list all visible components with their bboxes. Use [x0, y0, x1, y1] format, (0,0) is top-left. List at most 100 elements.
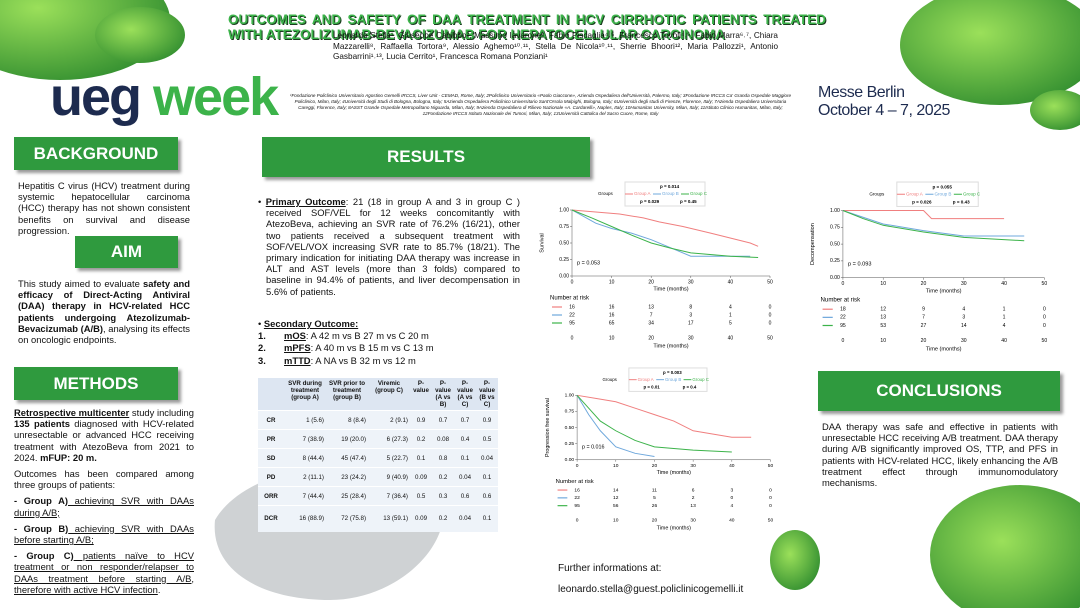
- axis-title: Progression free survival: [545, 398, 551, 457]
- p-value: p = 0.4: [683, 385, 697, 390]
- logo-part: week: [153, 67, 279, 127]
- column-header: SVR during treatment (group A): [284, 378, 326, 411]
- list-text: mOS: A 42 m vs B 27 m vs C 20 m: [284, 330, 429, 341]
- x-tick-label: 20: [648, 279, 654, 285]
- legend-label: Group C: [692, 377, 709, 382]
- x-tick-label: 20: [921, 338, 927, 344]
- table-cell: 0.5: [476, 429, 498, 449]
- p-value: p = 0.055: [932, 184, 952, 189]
- p-value: p = 0.026: [912, 200, 932, 205]
- risk-count: 4: [962, 307, 965, 313]
- survival-curve: [571, 209, 759, 247]
- list-text: mPFS: A 40 m vs B 15 m vs C 13 m: [284, 342, 434, 353]
- section-heading: RESULTS: [262, 137, 590, 177]
- text: 135 patients: [14, 418, 70, 430]
- risk-title: Number at risk: [821, 297, 862, 304]
- paragraph: Outcomes has been compared among three g…: [14, 468, 194, 491]
- risk-title: Number at risk: [550, 296, 590, 302]
- p-value: p = 0.45: [680, 199, 697, 204]
- x-tick-label: 30: [961, 281, 967, 287]
- table-cell: 5 (22.7): [368, 448, 410, 468]
- table-cell: 19 (20.0): [326, 429, 368, 449]
- contact-email: leonardo.stella@guest.policlinicogemelli…: [558, 584, 744, 595]
- legend-title: Groups: [603, 377, 618, 382]
- text: - Group C): [14, 550, 74, 562]
- table-cell: 0.1: [476, 467, 498, 487]
- survival-curve: [571, 209, 759, 259]
- axis-title: Time (months): [657, 526, 692, 532]
- leaf: [95, 7, 185, 63]
- risk-count: 0: [1043, 307, 1046, 313]
- risk-title: Number at risk: [556, 479, 594, 485]
- legend-label: Group B: [934, 191, 951, 196]
- risk-count: 17: [688, 320, 694, 326]
- x-tick-label: 40: [729, 463, 735, 469]
- y-tick-label: 0.50: [559, 240, 569, 246]
- y-tick-label: 1.00: [565, 393, 575, 399]
- risk-count: 2: [692, 495, 695, 501]
- leaf: [900, 0, 1080, 105]
- x-tick-label: 10: [613, 463, 619, 469]
- table-cell: 9 (40.9): [368, 467, 410, 487]
- risk-count: 13: [880, 315, 886, 321]
- legend-label: Group A: [638, 377, 654, 382]
- text: Secondary Outcome:: [263, 318, 359, 329]
- p-value-overall: p = 0.016: [582, 444, 605, 450]
- table-cell: DCR: [258, 505, 284, 532]
- column-header: [258, 378, 284, 411]
- risk-count: 11: [652, 487, 657, 493]
- risk-count: 0: [730, 495, 733, 501]
- survival-curve: [842, 210, 1025, 237]
- text: .: [157, 583, 161, 595]
- survival-curve: [571, 209, 751, 257]
- table-cell: 0.8: [432, 448, 454, 468]
- text: mFUP: 20 m.: [40, 451, 97, 463]
- aim-text: This study aimed to evaluate safety and …: [18, 278, 190, 345]
- risk-count: 14: [961, 323, 967, 329]
- risk-count: 4: [730, 503, 733, 509]
- x-tick-label: 10: [613, 518, 619, 524]
- y-tick-label: 0.75: [559, 224, 569, 230]
- risk-count: 22: [574, 495, 580, 501]
- x-tick-label: 50: [767, 335, 773, 341]
- x-tick-label: 20: [652, 463, 658, 469]
- logo: ueg week: [50, 66, 279, 128]
- y-tick-label: 0.25: [830, 258, 840, 264]
- x-tick-label: 20: [652, 518, 658, 524]
- risk-count: 27: [921, 323, 927, 329]
- survival-curve: [576, 395, 655, 458]
- text: : A 42 m vs B 27 m vs C 20 m: [305, 330, 429, 342]
- y-tick-label: 0.00: [830, 275, 840, 281]
- risk-count: 4: [729, 304, 732, 310]
- x-tick-label: 20: [648, 335, 654, 341]
- paragraph: • Primary Outcome: 21 (18 in group A and…: [258, 196, 521, 297]
- text: : A 40 m vs B 15 m vs C 13 m: [310, 342, 434, 354]
- risk-count: 18: [840, 307, 846, 313]
- table-cell: 1 (5.6): [284, 410, 326, 430]
- legend-label: Group C: [690, 191, 708, 196]
- x-tick-label: 50: [1042, 338, 1048, 344]
- table-cell: 0.9: [476, 410, 498, 430]
- table-cell: 0.7: [454, 410, 476, 430]
- risk-count: 1: [1003, 315, 1006, 321]
- survival-curve: [842, 210, 1025, 242]
- table-cell: 0.1: [454, 448, 476, 468]
- venue-date: October 4 – 7, 2025: [818, 102, 950, 119]
- risk-count: 0: [769, 495, 772, 501]
- x-tick-label: 50: [768, 518, 774, 524]
- text: patients naïve to HCV treatment or non r…: [14, 550, 194, 595]
- x-tick-label: 0: [842, 281, 845, 287]
- table-cell: CR: [258, 410, 284, 430]
- background-text: Hepatitis C virus (HCV) treatment during…: [18, 180, 190, 236]
- authors: Leonardo Stella¹, Giuseppe Cabibbo², Mas…: [333, 31, 778, 61]
- risk-count: 3: [962, 315, 965, 321]
- y-tick-label: 0.25: [559, 257, 569, 263]
- list-number: 1.: [258, 330, 266, 342]
- paragraph: - Group A) achieving SVR with DAAs durin…: [14, 495, 194, 517]
- text: - Group B): [14, 522, 69, 534]
- y-tick-label: 0.75: [830, 225, 840, 231]
- risk-count: 26: [652, 503, 658, 509]
- x-tick-label: 10: [880, 338, 886, 344]
- column-header: P-value: [410, 378, 432, 411]
- risk-count: 16: [609, 304, 615, 310]
